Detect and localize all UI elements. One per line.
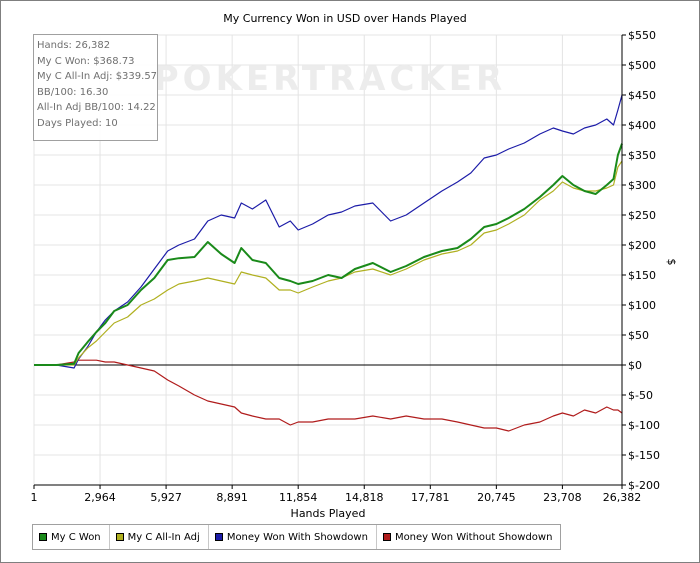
x-tick-label: 14,818: [345, 491, 384, 504]
x-axis-label: Hands Played: [291, 507, 366, 520]
legend-item-all-in-adj[interactable]: My C All-In Adj: [110, 525, 209, 549]
stat-all-in-bb100: All-In Adj BB/100: 14.22: [37, 102, 156, 113]
y-tick-label: $400: [628, 119, 656, 132]
y-tick-label: $50: [628, 329, 649, 342]
chart-title: My Currency Won in USD over Hands Played: [223, 12, 466, 25]
legend-item-without-showdown[interactable]: Money Won Without Showdown: [377, 525, 561, 549]
series-line-my-c-won: [34, 143, 623, 366]
legend-swatch: [39, 533, 47, 541]
y-tick-label: $200: [628, 239, 656, 252]
y-axis-label: $: [665, 259, 678, 266]
series-line-money-won-with-showdown: [34, 94, 623, 369]
legend-label: My C Won: [51, 531, 101, 543]
legend-label: Money Won Without Showdown: [394, 531, 553, 543]
legend-label: Money Won With Showdown: [226, 531, 368, 543]
x-tick-label: 17,781: [411, 491, 450, 504]
stat-hands: Hands: 26,382: [37, 40, 111, 51]
y-tick-label: $0: [628, 359, 642, 372]
legend-swatch: [214, 533, 223, 541]
x-tick-label: 11,854: [279, 491, 318, 504]
x-tick-label: 23,708: [543, 491, 582, 504]
x-tick-label: 1: [31, 491, 38, 504]
legend-item-with-showdown[interactable]: Money Won With Showdown: [209, 525, 377, 549]
stats-panel: Hands: 26,382 My C Won: $368.73 My C All…: [33, 34, 158, 141]
y-tick-label: $-100: [628, 419, 660, 432]
stat-won: My C Won: $368.73: [37, 55, 135, 67]
x-tick-label: 26,382: [603, 491, 642, 504]
y-tick-label: $-50: [628, 389, 653, 402]
legend-swatch: [115, 533, 124, 541]
y-tick-label: $250: [628, 209, 656, 222]
x-tick-label: 5,927: [150, 491, 182, 504]
stat-bb100: BB/100: 16.30: [37, 86, 109, 98]
x-tick-label: 20,745: [477, 491, 516, 504]
series-line-money-won-without-showdown: [34, 359, 623, 432]
y-tick-label: $100: [628, 299, 656, 312]
y-tick-label: $-150: [628, 449, 660, 462]
y-tick-label: $350: [628, 149, 656, 162]
y-tick-label: $550: [628, 29, 656, 42]
axes: 1 2,964 5,927 8,891 11,854 14,818 17,781 20,745…: [31, 29, 660, 504]
y-tick-label: $300: [628, 179, 656, 192]
y-tick-label: $-200: [628, 479, 660, 492]
watermark-logo: POKERTRACKER: [154, 59, 506, 99]
y-tick-label: $450: [628, 89, 656, 102]
stat-all-in-adj: My C All-In Adj: $339.57: [37, 71, 158, 82]
legend-label: My C All-In Adj: [127, 531, 200, 543]
x-tick-label: 8,891: [216, 491, 248, 504]
legend-item-my-c-won[interactable]: My C Won: [33, 525, 110, 549]
x-tick-label: 2,964: [84, 491, 116, 504]
y-tick-label: $500: [628, 59, 656, 72]
stat-days-played: Days Played: 10: [37, 117, 118, 129]
legend-swatch: [382, 533, 391, 541]
chart-legend: My C Won My C All-In Adj Money Won With …: [32, 524, 562, 550]
series-lines: [34, 94, 623, 432]
series-line-my-c-all-in-adj: [34, 160, 623, 366]
y-tick-label: $150: [628, 269, 656, 282]
